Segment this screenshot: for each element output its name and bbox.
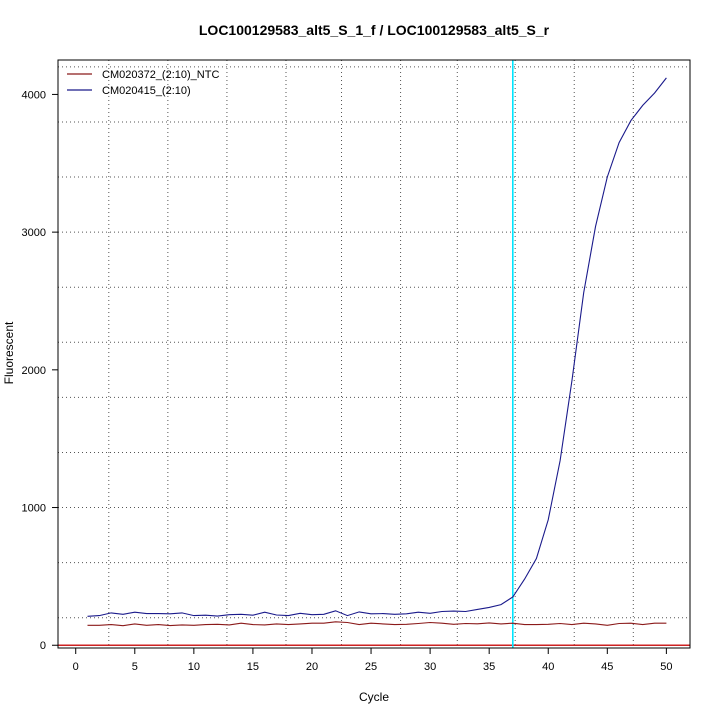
x-tick-label: 30 xyxy=(424,661,436,673)
x-tick-label: 25 xyxy=(365,661,377,673)
x-tick-label: 45 xyxy=(601,661,613,673)
x-tick-label: 40 xyxy=(542,661,554,673)
series-line-1 xyxy=(87,621,667,627)
y-tick-label: 2000 xyxy=(22,365,46,377)
legend: CM020372_(2:10)_NTC CM020415_(2:10) xyxy=(67,69,219,97)
x-tick-label: 5 xyxy=(132,661,138,673)
plot-frame xyxy=(57,59,691,649)
legend-label: CM020415_(2:10) xyxy=(102,85,191,97)
y-tick-label: 1000 xyxy=(22,503,46,515)
series-line-2 xyxy=(87,77,667,617)
x-axis: 0 5 10 15 20 25 30 35 40 45 50 xyxy=(73,648,672,673)
y-tick-label: 4000 xyxy=(22,89,46,101)
x-tick-label: 50 xyxy=(660,661,672,673)
y-axis-label: Fluorescent xyxy=(2,321,16,384)
legend-label: CM020372_(2:10)_NTC xyxy=(102,69,219,81)
x-tick-label: 15 xyxy=(247,661,259,673)
x-tick-label: 0 xyxy=(73,661,79,673)
x-axis-label: Cycle xyxy=(359,690,389,704)
x-tick-label: 20 xyxy=(306,661,318,673)
x-tick-label: 10 xyxy=(188,661,200,673)
x-tick-label: 35 xyxy=(483,661,495,673)
y-axis: 0 1000 2000 3000 4000 xyxy=(22,89,58,652)
y-tick-label: 0 xyxy=(40,640,46,652)
y-tick-label: 3000 xyxy=(22,227,46,239)
grid xyxy=(58,60,690,648)
chart-title: LOC100129583_alt5_S_1_f / LOC100129583_a… xyxy=(199,22,550,38)
series-lines xyxy=(87,77,667,627)
